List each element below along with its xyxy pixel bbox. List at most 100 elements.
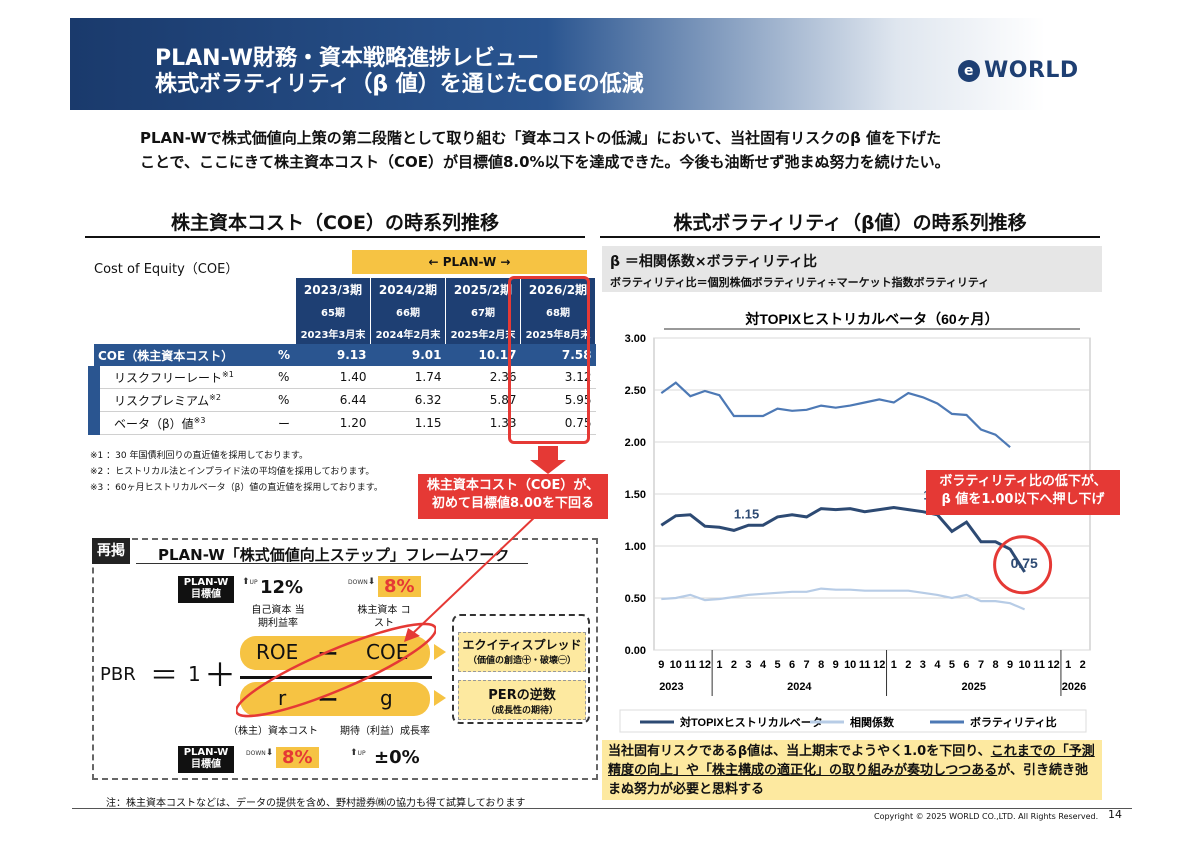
planw-banner: ← PLAN-W →: [352, 250, 587, 274]
row-unit: ー: [274, 411, 296, 435]
coe-caption: 株主資本 コスト: [357, 605, 411, 629]
cell-value: 9.13: [296, 344, 371, 366]
summary-text: が、引き続き弛まぬ努力が必要と思料する: [608, 763, 1088, 797]
col-header-date: 2024年2月末: [370, 322, 446, 344]
logo-mark-icon: e: [958, 60, 980, 82]
x-tick-label: 6: [963, 659, 969, 671]
company-logo: e WORLD: [958, 58, 1079, 83]
legend-label: ボラティリティ比: [970, 715, 1057, 729]
x-tick-label: 10: [844, 659, 856, 671]
data-label: 0.75: [1011, 555, 1038, 571]
formula-line1: β ＝相関係数×ボラティリティ比: [610, 254, 817, 270]
callout-line: β 値を1.00以下へ押し下げ: [941, 492, 1105, 507]
x-tick-label: 7: [978, 659, 984, 671]
y-tick-label: 2.50: [625, 385, 646, 397]
x-tick-label: 7: [804, 659, 810, 671]
x-tick-label: 4: [934, 659, 941, 671]
x-tick-label: 12: [1048, 659, 1060, 671]
row-unit: %: [274, 388, 296, 412]
x-year-label: 2025: [961, 681, 985, 693]
footer-note: 注：株主資本コストなどは、データの提供を含め、野村證券㈱の協力も得て試算しており…: [106, 798, 526, 809]
col-header-period: 2026/2期: [520, 278, 596, 300]
header-title-line1: PLAN-W財務・資本戦略進捗レビュー: [155, 46, 539, 71]
series-line: [660, 381, 1011, 449]
x-tick-label: 5: [774, 659, 780, 671]
page-number: 14: [1108, 808, 1122, 821]
one-label: 1: [188, 662, 201, 686]
up-arrow-icon: ⬆UP: [242, 577, 258, 587]
cell-value: 5.95: [520, 388, 596, 412]
table-row: ベータ（β）値※3 ー 1.20 1.15 1.33 0.75: [88, 411, 596, 435]
row-note-ref: ※1: [222, 369, 234, 379]
cell-value: 6.32: [370, 388, 446, 412]
r-target-value: 8%: [276, 747, 319, 768]
equity-spread-label: エクイティスプレッド: [462, 638, 582, 652]
diagonal-highlight: [236, 622, 436, 718]
x-tick-label: 12: [873, 659, 885, 671]
per-sub: （成長性の期待）: [485, 706, 558, 716]
framework-box: [92, 538, 598, 780]
col-header-no: 65期: [296, 300, 371, 322]
lead-line2: ことで、ここにきて株主資本コスト（COE）が目標値8.0%以下を達成できた。今後…: [140, 153, 950, 171]
r-caption: （株主）資本コスト: [228, 726, 318, 737]
x-tick-label: 12: [699, 659, 711, 671]
beta-line-chart: 対TOPIXヒストリカルベータ（60ヶ月） 0.00 0.50 1.00 1.50 2.0…: [619, 311, 1091, 733]
x-tick-label: 2: [1080, 659, 1086, 671]
coe-table-label: Cost of Equity（COE）: [94, 262, 239, 277]
per-inverse-box: PERの逆数 （成長性の期待）: [458, 680, 586, 720]
header-banner: [70, 18, 1130, 110]
down-arrow-icon: DOWN⬇: [348, 577, 376, 587]
equals-sign: ＝: [150, 659, 179, 692]
note-line: ※2 ：ヒストリカル法とインプライド法の平均値を採用しております。: [90, 467, 375, 477]
row-label: リスクフリーレート: [114, 370, 223, 385]
arrow-down-head-icon: [530, 460, 566, 474]
lead-text: PLAN-Wで株式価値向上策の第二段階として取り組む「資本コストの低減」において…: [140, 126, 1100, 174]
footer-divider: [72, 808, 1132, 809]
row-label: COE（株主資本コスト）: [94, 344, 274, 366]
y-tick-label: 0.00: [625, 645, 646, 657]
coe-target-value: 8%: [378, 576, 421, 597]
callout-line: 初めて目標値8.00を下回る: [431, 496, 595, 511]
cell-value: 1.74: [370, 366, 446, 389]
highlight-circle: [993, 535, 1053, 595]
table-notes: ※1 ：30 年国債利回りの直近値を採用しております。 ※2 ：ヒストリカル法と…: [90, 448, 383, 496]
x-year-label: 2023: [659, 681, 683, 693]
arrow-right-icon: [434, 644, 446, 660]
coe-section-underline: [85, 236, 585, 238]
down-label: DOWN: [348, 579, 368, 586]
series-line: [660, 505, 1026, 573]
x-tick-label: 8: [818, 659, 824, 671]
note-line: ※3 ：60ヶ月ヒストリカルベータ（β）値の直近値を採用しております。: [90, 483, 383, 493]
planw-target-badge-top: PLAN-W 目標値: [178, 576, 234, 603]
equity-spread-sub: （価値の創造㊉・破壊㊀）: [467, 656, 576, 666]
col-header-date: 2023年3月末: [296, 322, 371, 344]
x-tick-label: 1: [1065, 659, 1071, 671]
lead-line1: PLAN-Wで株式価値向上策の第二段階として取り組む「資本コストの低減」において…: [140, 129, 942, 147]
roe-coe-pill: [240, 636, 430, 670]
roe-label: ROE: [256, 640, 299, 664]
callout-line: 株主資本コスト（COE）が、: [426, 478, 600, 493]
x-tick-label: 11: [1033, 659, 1045, 671]
arrow-right-icon: [434, 690, 446, 706]
beta-section-underline: [600, 236, 1100, 238]
result-box: [452, 614, 590, 724]
copyright: Copyright © 2025 WORLD CO.,LTD. All Righ…: [874, 812, 1099, 821]
row-note-ref: ※2: [209, 392, 221, 402]
col-header-date: 2025年2月末: [445, 322, 521, 344]
up-arrow-icon: ⬆UP: [350, 748, 366, 758]
x-tick-label: 9: [1007, 659, 1013, 671]
framework-tag: 再掲: [92, 538, 130, 564]
col-header-no: 67期: [445, 300, 521, 322]
roe-caption: 自己資本 当期利益率: [251, 605, 305, 629]
x-year-label: 2026: [1062, 681, 1086, 693]
cell-value: 1.15: [370, 411, 446, 435]
per-label: PERの逆数: [488, 688, 556, 703]
arrow-down-icon: [538, 446, 558, 460]
x-tick-label: 6: [789, 659, 795, 671]
coe-section-title: 株主資本コスト（COE）の時系列推移: [170, 212, 500, 234]
col-header-date: 2025年8月末: [520, 322, 596, 344]
cell-value: 1.20: [296, 411, 371, 435]
formula-box: β ＝相関係数×ボラティリティ比 ボラティリティ比＝個別株価ボラティリティ÷マー…: [602, 246, 1102, 292]
x-tick-label: 3: [745, 659, 751, 671]
cell-value: 9.01: [370, 344, 446, 366]
